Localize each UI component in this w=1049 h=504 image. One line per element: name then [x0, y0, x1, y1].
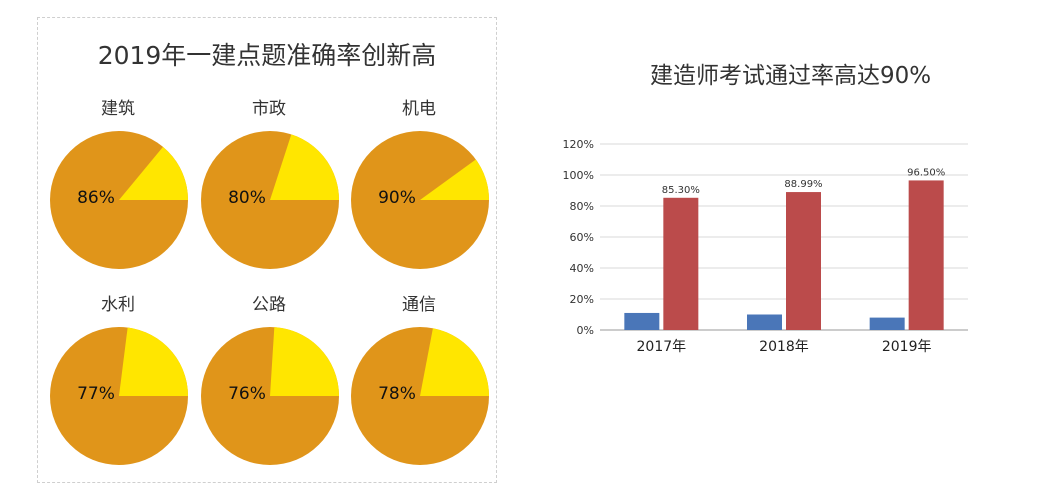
x-category-label: 2018年	[759, 339, 809, 355]
pie-value-label: 90%	[378, 188, 416, 208]
bar-series-2	[663, 197, 699, 330]
pie-value-label: 77%	[77, 384, 115, 404]
pie-chart: 78%	[351, 327, 489, 465]
pie-slice-remainder	[270, 327, 339, 396]
pie-chart: 90%	[351, 131, 489, 269]
y-tick-label: 40%	[570, 262, 594, 275]
pie-value-label: 80%	[228, 188, 266, 208]
bar-series-1	[624, 312, 660, 330]
pie-cell: 水利 77%	[43, 290, 193, 480]
bar-data-label: 88.99%	[784, 179, 822, 190]
pie-slice-remainder	[270, 134, 339, 200]
pie-cell: 通信 78%	[344, 290, 494, 480]
pie-category-label: 水利	[101, 295, 135, 315]
pie-slice-remainder	[119, 146, 188, 200]
bar-series-1	[747, 314, 782, 330]
pie-chart: 77%	[50, 327, 188, 465]
bar-series-1	[869, 317, 905, 330]
y-tick-label: 60%	[570, 231, 594, 244]
accuracy-panel: 2019年一建点题准确率创新高 建筑 86% 市政 80% 机电 90% 水利 77% 公路 76…	[37, 17, 497, 483]
y-tick-label: 120%	[563, 138, 594, 151]
pie-category-label: 建筑	[101, 99, 135, 119]
accuracy-title: 2019年一建点题准确率创新高	[97, 41, 437, 70]
x-category-label: 2019年	[882, 339, 932, 355]
y-tick-label: 100%	[563, 169, 594, 182]
pie-category-label: 机电	[402, 99, 436, 119]
pie-category-label: 通信	[402, 295, 436, 315]
pie-cell: 机电 90%	[344, 94, 494, 284]
pie-cell: 建筑 86%	[43, 94, 193, 284]
pass-rate-title: 建造师考试通过率高达90%	[650, 63, 932, 89]
bar-series-2	[786, 192, 821, 330]
pie-slice-remainder	[420, 328, 489, 396]
pass-rate-bar-chart: 0% 20% 40% 60% 80% 100% 120% 85.30% 2017年 88.99% 2…	[563, 138, 968, 355]
pie-chart: 76%	[201, 327, 339, 465]
bar-data-label: 85.30%	[662, 185, 700, 196]
pie-slice-remainder	[420, 159, 489, 200]
pie-slice-remainder	[119, 327, 188, 396]
y-tick-label: 0%	[577, 324, 594, 337]
bar-series-2	[908, 180, 944, 330]
bar-data-label: 96.50%	[907, 167, 945, 178]
pie-category-label: 公路	[252, 295, 286, 315]
y-tick-label: 80%	[570, 200, 594, 213]
pie-chart: 86%	[50, 131, 188, 269]
y-tick-label: 20%	[570, 293, 594, 306]
pie-value-label: 86%	[77, 188, 115, 208]
pie-category-label: 市政	[252, 99, 286, 119]
x-category-label: 2017年	[637, 339, 687, 355]
pie-cell: 公路 76%	[194, 290, 344, 480]
pie-value-label: 78%	[378, 384, 416, 404]
pie-cell: 市政 80%	[194, 94, 344, 284]
pie-chart: 80%	[201, 131, 339, 269]
pie-value-label: 76%	[228, 384, 266, 404]
